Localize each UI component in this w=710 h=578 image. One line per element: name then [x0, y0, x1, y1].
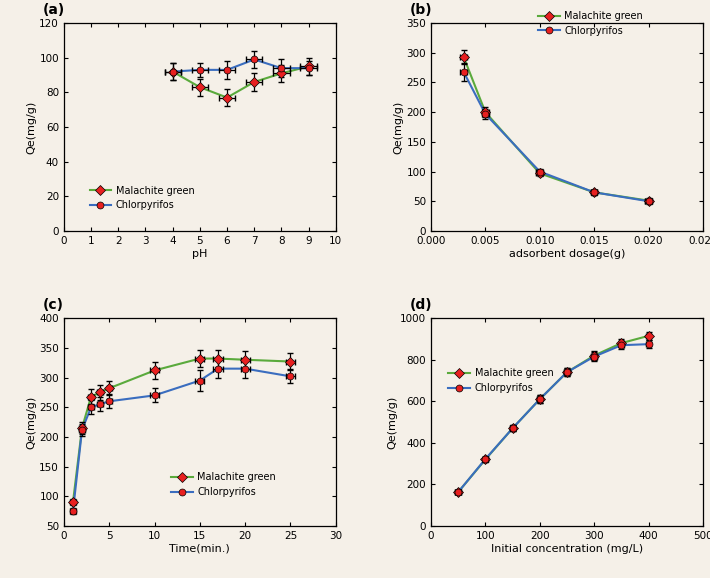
Text: (b): (b)	[410, 3, 432, 17]
Legend: Malachite green, Chlorpyrifos: Malachite green, Chlorpyrifos	[86, 181, 198, 214]
X-axis label: pH: pH	[192, 249, 207, 258]
Text: (c): (c)	[43, 298, 64, 312]
Legend: Malachite green, Chlorpyrifos: Malachite green, Chlorpyrifos	[168, 468, 280, 501]
Y-axis label: Qe(mg/g): Qe(mg/g)	[26, 101, 36, 154]
Legend: Malachite green, Chlorpyrifos: Malachite green, Chlorpyrifos	[535, 7, 647, 40]
Text: (d): (d)	[410, 298, 432, 312]
Y-axis label: Qe(mg/g): Qe(mg/g)	[26, 395, 36, 449]
X-axis label: Time(min.): Time(min.)	[170, 544, 230, 554]
Text: (a): (a)	[43, 3, 65, 17]
X-axis label: adsorbent dosage(g): adsorbent dosage(g)	[509, 249, 625, 258]
Y-axis label: Qe(mg/g): Qe(mg/g)	[387, 395, 397, 449]
X-axis label: Initial concentration (mg/L): Initial concentration (mg/L)	[491, 544, 643, 554]
Legend: Malachite green, Chlorpyrifos: Malachite green, Chlorpyrifos	[444, 365, 557, 397]
Y-axis label: Qe(mg/g): Qe(mg/g)	[393, 101, 403, 154]
